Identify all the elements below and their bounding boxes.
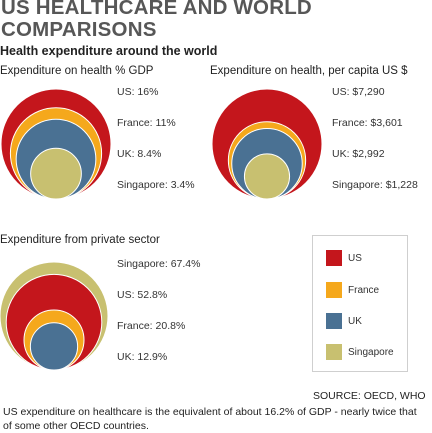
data-label-singapore: Singapore: 3.4% <box>117 179 195 191</box>
circle-uk <box>29 322 79 371</box>
data-label-uk: UK: $2,992 <box>332 148 385 160</box>
chart-title-per-capita: Expenditure on health, per capita US $ <box>210 65 408 77</box>
data-label-us: US: $7,290 <box>332 86 385 98</box>
page-title: US HEALTHCARE AND WORLD COMPARISONS <box>1 0 312 41</box>
legend-swatch-uk <box>326 313 342 329</box>
legend-label-us: US <box>348 252 362 264</box>
legend-swatch-france <box>326 282 342 298</box>
legend-swatch-us <box>326 250 342 266</box>
data-label-france: France: 20.8% <box>117 320 185 332</box>
data-label-france: France: $3,601 <box>332 117 403 129</box>
circle-singapore <box>30 147 82 200</box>
legend-item-us: US <box>326 249 362 267</box>
legend-label-uk: UK <box>348 315 362 327</box>
data-label-france: France: 11% <box>117 117 176 129</box>
circle-singapore <box>243 153 291 200</box>
data-label-us: US: 52.8% <box>117 289 167 301</box>
page-subtitle: Health expenditure around the world <box>0 44 218 58</box>
source-note: SOURCE: OECD, WHO <box>313 390 426 402</box>
data-label-singapore: Singapore: $1,228 <box>332 179 418 191</box>
chart-title-gdp: Expenditure on health % GDP <box>0 65 154 77</box>
legend-item-uk: UK <box>326 312 362 330</box>
data-label-uk: UK: 8.4% <box>117 148 161 160</box>
legend-item-singapore: Singapore <box>326 343 394 361</box>
legend-label-france: France <box>348 284 380 296</box>
legend-swatch-singapore <box>326 344 342 360</box>
data-label-singapore: Singapore: 67.4% <box>117 258 200 270</box>
legend-label-singapore: Singapore <box>348 346 394 358</box>
data-label-us: US: 16% <box>117 86 158 98</box>
data-label-uk: UK: 12.9% <box>117 351 167 363</box>
chart-gdp: US: 16% France: 11% UK: 8.4% Singapore: 3.4… <box>0 86 195 200</box>
chart-legend: US France UK Singapore <box>312 235 408 372</box>
legend-item-france: France <box>326 281 379 299</box>
chart-per-capita: US: $7,290 France: $3,601 UK: $2,992 Singap… <box>211 86 418 200</box>
caption: US expenditure on healthcare is the equi… <box>3 406 417 432</box>
chart-title-private: Expenditure from private sector <box>0 234 160 246</box>
chart-private: Singapore: 67.4% US: 52.8% France: 20.8% UK… <box>0 258 200 371</box>
